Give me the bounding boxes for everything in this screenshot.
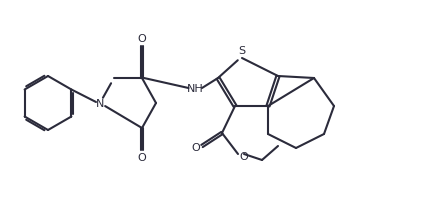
Text: O: O bbox=[138, 34, 146, 44]
Text: N: N bbox=[96, 98, 104, 109]
Text: O: O bbox=[138, 153, 146, 163]
Text: NH: NH bbox=[187, 84, 204, 94]
Text: S: S bbox=[238, 46, 245, 56]
Text: O: O bbox=[191, 142, 200, 152]
Text: O: O bbox=[239, 151, 248, 161]
